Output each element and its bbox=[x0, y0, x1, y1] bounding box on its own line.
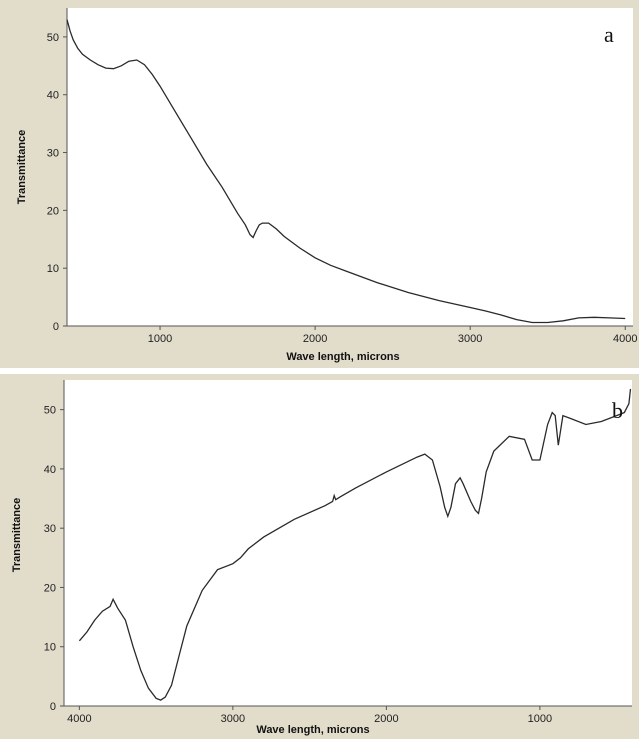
panel-a: 0 10 20 30 40 50 1000 2000 3000 4000 Wave length… bbox=[0, 0, 639, 368]
panel-a-y-axis-title: Transmittance bbox=[16, 130, 28, 205]
panel-b-y-tick-label: 0 bbox=[50, 701, 56, 713]
panel-a-label: a bbox=[604, 22, 614, 47]
panel-b-y-tick-label: 40 bbox=[44, 464, 56, 476]
panel-b-x-tick-label: 3000 bbox=[221, 713, 245, 725]
panel-b-x-ticks: 4000 3000 2000 1000 bbox=[67, 706, 552, 725]
panel-a-axes bbox=[66, 8, 633, 327]
panel-a-x-tick-label: 1000 bbox=[148, 333, 172, 345]
panel-b-plot-area bbox=[64, 380, 632, 706]
panel-a-plot-area bbox=[67, 8, 633, 326]
panel-b-y-tick-label: 10 bbox=[44, 642, 56, 654]
panel-b-x-tick-label: 1000 bbox=[528, 713, 552, 725]
panel-a-series-line bbox=[66, 19, 626, 324]
panel-b-x-tick-label: 4000 bbox=[67, 713, 91, 725]
panel-b-x-axis-title: Wave length, microns bbox=[256, 724, 369, 736]
panel-a-x-ticks: 1000 2000 3000 4000 bbox=[148, 326, 637, 345]
panel-a-y-tick-label: 20 bbox=[47, 205, 59, 217]
panel-b-x-tick-label: 2000 bbox=[374, 713, 398, 725]
panel-a-y-tick-label: 40 bbox=[47, 90, 59, 102]
panel-a-y-tick-label: 50 bbox=[47, 32, 59, 44]
panel-a-x-tick-label: 3000 bbox=[458, 333, 482, 345]
panel-b-y-tick-label: 50 bbox=[44, 405, 56, 417]
panel-a-y-ticks: 0 10 20 30 40 50 bbox=[47, 32, 67, 333]
panel-b-y-ticks: 0 10 20 30 40 50 bbox=[44, 405, 64, 713]
panel-a-y-tick-label: 0 bbox=[53, 321, 59, 333]
panel-a-x-axis-title: Wave length, microns bbox=[286, 351, 399, 363]
panel-a-x-tick-label: 2000 bbox=[303, 333, 327, 345]
panel-b-axes bbox=[63, 380, 632, 707]
panel-a-y-tick-label: 30 bbox=[47, 148, 59, 160]
panel-a-y-tick-label: 10 bbox=[47, 263, 59, 275]
panel-b-y-tick-label: 20 bbox=[44, 582, 56, 594]
panel-b-y-axis-title: Transmittance bbox=[11, 498, 23, 573]
panel-b-y-tick-label: 30 bbox=[44, 523, 56, 535]
panel-b: 0 10 20 30 40 50 4000 3000 2000 1000 Wave length… bbox=[0, 374, 639, 739]
panel-a-x-tick-label: 4000 bbox=[613, 333, 637, 345]
panel-b-series-line bbox=[78, 388, 632, 701]
panel-b-label: b bbox=[612, 398, 623, 423]
